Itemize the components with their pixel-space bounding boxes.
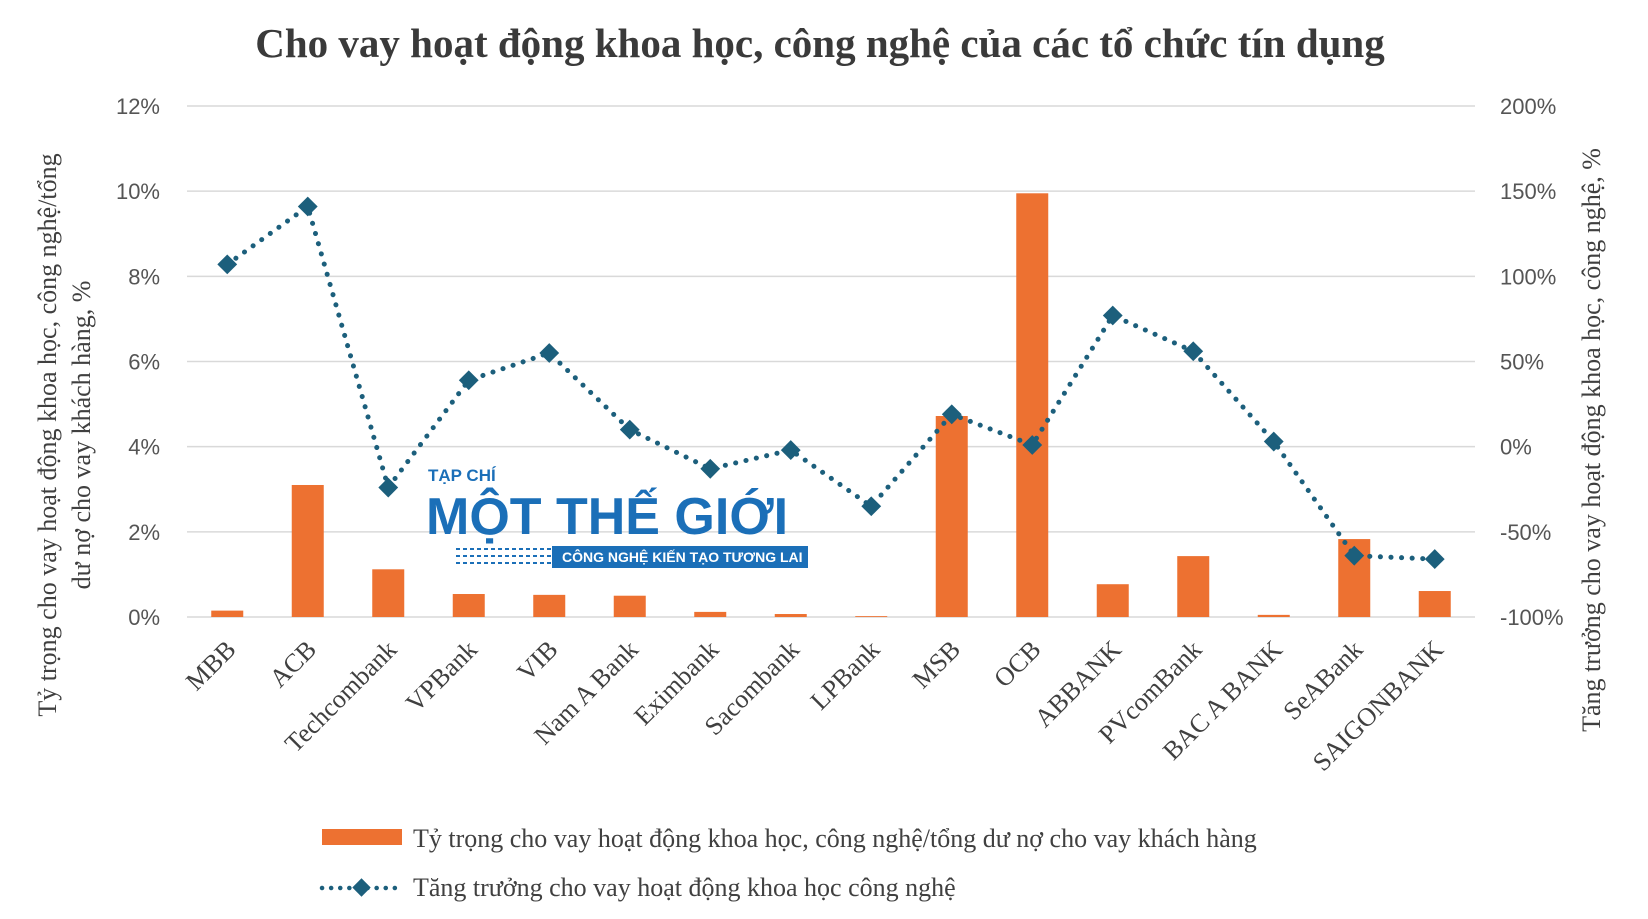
line-point [1022,435,1043,455]
right-tick-label: 200% [1500,94,1556,119]
bar [533,594,566,617]
category-label: LPBank [805,635,886,716]
line-point [1263,431,1284,452]
bar [1418,591,1451,617]
line-point [458,370,479,391]
watermark-small-text: TẠP CHÍ [428,466,497,485]
line-point [861,496,882,517]
category-label: VPBank [400,635,483,718]
left-tick-label: 10% [116,179,160,204]
left-axis-title-line2: dư nợ cho vay khách hàng, % [67,281,96,590]
right-tick-label: 100% [1500,264,1556,289]
left-tick-label: 8% [128,264,160,289]
bar [774,614,807,617]
category-label: MBB [180,635,241,696]
bar [935,416,968,617]
line-point [1424,549,1445,569]
line-point [378,477,399,498]
watermark-dash-lines [456,548,552,564]
watermark-tagline: CÔNG NGHỆ KIẾN TẠO TƯƠNG LAI [562,548,803,565]
watermark-tag-box [552,546,808,568]
left-axis-title-line1: Tỷ trọng cho vay hoạt động khoa học, côn… [33,153,62,716]
bar [1257,614,1290,617]
line-point [297,196,318,217]
left-tick-label: 6% [128,350,160,375]
legend-label-line: Tăng trưởng cho vay hoạt động khoa học c… [413,873,956,902]
chart-title: Cho vay hoạt động khoa học, công nghệ củ… [255,20,1385,66]
bar [372,569,405,617]
left-tick-label: 12% [116,94,160,119]
legend-swatch-bar [322,829,402,845]
bar [1177,556,1210,617]
bar [291,484,324,617]
bar [1016,193,1049,617]
bar-series [211,193,1451,617]
line-point [217,254,238,275]
right-tick-label: 50% [1500,350,1544,375]
left-tick-label: 0% [128,605,160,630]
watermark-big-text: MỘT THẾ GIỚI [426,487,788,546]
bar [1096,584,1129,617]
bar [855,616,888,617]
line-point [941,404,962,425]
left-tick-label: 4% [128,435,160,460]
bar [452,594,485,617]
legend: Tỷ trọng cho vay hoạt động khoa học, côn… [319,824,1257,902]
left-tick-label: 2% [128,520,160,545]
line-point [780,440,801,460]
line-point [1183,341,1204,362]
right-axis-title: Tăng trưởng cho vay hoạt động khoa học, … [1577,148,1606,732]
right-axis-ticks: -100% -50% 0% 50% 100% 150% 200% [1500,94,1564,630]
bar [694,611,727,617]
line-path [224,202,1438,562]
right-tick-label: 0% [1500,435,1532,460]
watermark-logo: TẠP CHÍ MỘT THẾ GIỚI CÔNG NGHỆ KIẾN TẠO … [426,466,808,568]
legend-marker-diamond [352,878,371,897]
right-tick-label: -50% [1500,520,1551,545]
bar [211,610,244,617]
line-point [1102,305,1123,326]
line-point [539,343,560,363]
bar [613,595,646,617]
line-point [1344,545,1365,566]
right-tick-label: 150% [1500,179,1556,204]
legend-label-bar: Tỷ trọng cho vay hoạt động khoa học, côn… [413,824,1257,853]
left-axis-ticks: 0% 2% 4% 6% 8% 10% 12% [116,94,160,630]
category-label: VIB [511,635,563,687]
line-series [217,196,1445,569]
category-label: ACB [264,635,322,693]
line-point [700,458,721,479]
line-point [619,419,640,440]
category-label: MSB [907,635,966,694]
category-label: OCB [988,635,1046,693]
right-tick-label: -100% [1500,605,1564,630]
gridlines [187,105,1475,618]
